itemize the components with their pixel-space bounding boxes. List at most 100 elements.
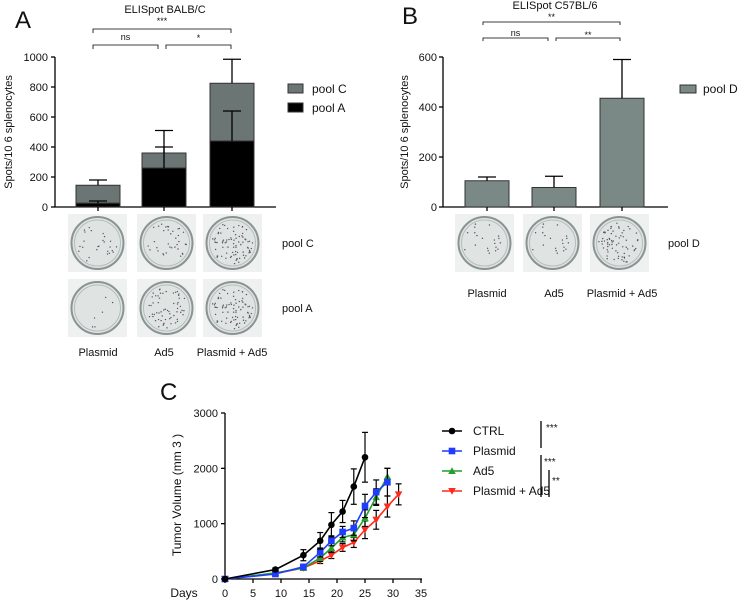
petri-dish [525, 216, 580, 270]
spot [562, 250, 565, 252]
bar-pool-d [599, 97, 645, 208]
spot [78, 250, 80, 252]
petri-rim [143, 284, 190, 332]
spot [108, 252, 111, 255]
spot [88, 226, 90, 229]
spot [222, 289, 224, 291]
spot [225, 306, 228, 308]
spot [602, 231, 605, 233]
spot [177, 234, 180, 237]
spot [236, 258, 238, 261]
significance-bracket [555, 37, 621, 41]
y-tick-label: 600 [30, 112, 48, 124]
spot [242, 316, 244, 318]
spot [216, 241, 218, 244]
legend-label-pool-a: pool A [312, 101, 345, 115]
chart-title-b: ELISpot C57BL/6 [512, 0, 597, 12]
spot [607, 241, 609, 244]
spot [493, 239, 496, 241]
spot [601, 243, 603, 245]
spot [233, 291, 235, 293]
spot [610, 232, 613, 235]
data-point-ctrl [361, 453, 369, 461]
spot [109, 240, 112, 242]
spot [247, 247, 249, 249]
spot [179, 305, 182, 308]
spot [101, 311, 104, 313]
spot [224, 307, 226, 309]
elispot-well-pool-c [137, 214, 196, 272]
spot [178, 227, 181, 230]
legend-label-pool-c: pool C [312, 82, 347, 96]
x-tick-label: 5 [250, 588, 256, 600]
spot [617, 257, 619, 260]
spot [610, 226, 612, 228]
spot [555, 250, 557, 252]
spot [232, 246, 235, 248]
spot [495, 246, 497, 248]
spot [241, 300, 243, 302]
spot [176, 307, 179, 310]
spot [232, 242, 235, 245]
data-point-ctrl [221, 575, 229, 583]
spot [177, 301, 179, 304]
spot [160, 311, 162, 313]
bar-pool-a [141, 167, 187, 208]
spot [242, 319, 245, 321]
spot [165, 252, 167, 254]
y-tick-label: 800 [30, 82, 48, 94]
spot [165, 290, 167, 293]
spot [158, 312, 160, 314]
spot [606, 258, 608, 260]
spot [167, 229, 169, 231]
spot [234, 298, 237, 301]
spot [236, 322, 238, 325]
spot [182, 231, 185, 233]
spot [235, 246, 237, 248]
spot [216, 256, 218, 258]
legend-marker-plasmid [448, 447, 456, 455]
data-point-plasmid [328, 537, 335, 545]
spot [213, 239, 216, 241]
x-tick-label: 35 [415, 588, 427, 600]
spot [154, 320, 157, 322]
y-tick-label: 0 [212, 574, 218, 586]
spot [102, 232, 104, 235]
data-point-plasmid [300, 563, 307, 571]
spot [157, 318, 160, 321]
x-category-label: Ad5 [544, 288, 564, 300]
spot [174, 322, 177, 324]
spot [103, 235, 106, 238]
spot [248, 314, 251, 317]
spot [236, 257, 238, 260]
spot [182, 253, 184, 255]
spot [610, 239, 613, 242]
petri-dish [70, 216, 125, 270]
spot [233, 226, 235, 228]
spot [225, 317, 228, 319]
spot [225, 257, 227, 260]
spot [238, 289, 240, 292]
spot [227, 246, 229, 248]
spot [611, 243, 613, 246]
x-category-label: Plasmid + Ad5 [587, 288, 658, 300]
spot [224, 224, 226, 227]
spot [242, 301, 244, 303]
spot [494, 242, 496, 245]
spot [612, 230, 614, 232]
spot [216, 306, 218, 309]
spot [566, 237, 568, 240]
spot [563, 246, 565, 248]
significance-label: ** [548, 12, 556, 22]
spot [88, 256, 90, 259]
spot [625, 246, 627, 248]
spot [607, 229, 609, 232]
x-tick-label: 20 [331, 588, 343, 600]
spot [567, 242, 570, 244]
spot [151, 313, 154, 315]
spot [154, 295, 157, 297]
data-point-ad5 [327, 544, 336, 552]
spot [221, 320, 223, 322]
spot [474, 232, 476, 234]
